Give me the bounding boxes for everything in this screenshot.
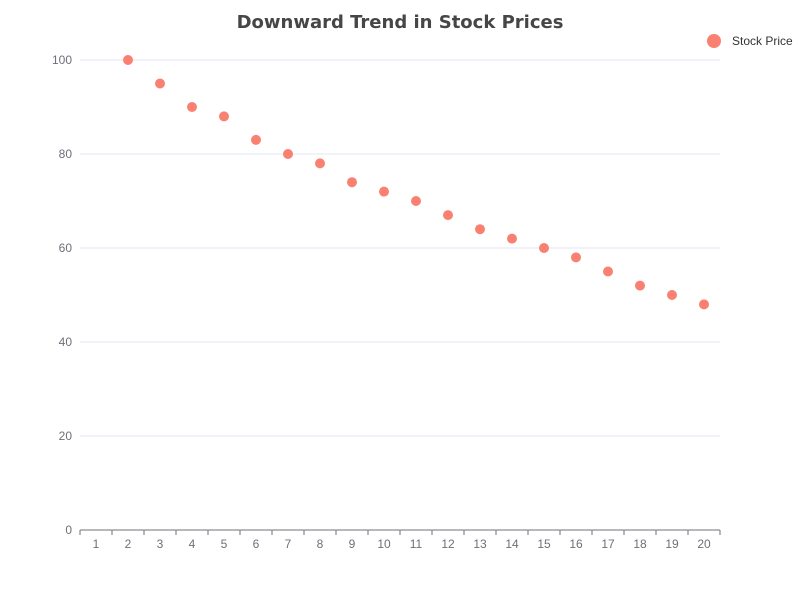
x-tick-label: 12 [441, 537, 455, 551]
data-point[interactable] [283, 149, 293, 159]
x-tick-label: 2 [125, 537, 132, 551]
data-point[interactable] [155, 78, 165, 89]
data-point[interactable] [123, 55, 133, 65]
chart-title: Downward Trend in Stock Prices [237, 12, 564, 33]
x-tick-label: 1 [93, 537, 100, 551]
x-tick-label: 13 [473, 537, 487, 551]
data-point[interactable] [539, 243, 549, 253]
legend-marker-icon [707, 34, 721, 48]
legend[interactable]: Stock Price [707, 34, 793, 48]
data-point[interactable] [379, 186, 389, 197]
data-points [123, 55, 709, 310]
x-tick-label: 8 [317, 537, 324, 551]
data-point[interactable] [635, 280, 645, 291]
x-tick-label: 17 [601, 537, 615, 551]
x-tick-label: 18 [633, 537, 647, 551]
x-tick-label: 15 [537, 537, 551, 551]
x-tick-label: 16 [569, 537, 583, 551]
data-point[interactable] [475, 224, 485, 235]
x-tick-label: 5 [221, 537, 228, 551]
gridlines [80, 59, 720, 437]
y-tick-label: 20 [59, 429, 73, 443]
data-point[interactable] [443, 210, 453, 221]
data-point[interactable] [219, 111, 229, 122]
x-tick-label: 4 [189, 537, 196, 551]
x-tick-label: 9 [349, 537, 356, 551]
x-tick-label: 7 [285, 537, 292, 551]
x-tick-label: 10 [377, 537, 391, 551]
legend-label-stock-price: Stock Price [732, 34, 793, 48]
data-point[interactable] [251, 134, 261, 145]
y-tick-label: 60 [59, 241, 73, 255]
data-point[interactable] [187, 102, 197, 112]
data-point[interactable] [507, 233, 517, 244]
data-point[interactable] [571, 252, 581, 263]
x-tick-label: 19 [665, 537, 679, 551]
x-tick-label: 20 [697, 537, 711, 551]
y-tick-label: 80 [59, 147, 73, 161]
data-point[interactable] [411, 196, 421, 206]
data-point[interactable] [667, 290, 677, 300]
data-point[interactable] [315, 158, 325, 169]
data-point[interactable] [699, 299, 709, 310]
data-point[interactable] [347, 177, 357, 188]
y-tick-label: 40 [59, 335, 73, 349]
x-tick-label: 6 [253, 537, 260, 551]
y-tick-label: 100 [52, 53, 72, 67]
x-tick-label: 11 [410, 537, 423, 551]
data-point[interactable] [603, 266, 613, 277]
x-tick-label: 3 [157, 537, 164, 551]
y-tick-label: 0 [65, 523, 72, 537]
x-tick-label: 14 [505, 537, 519, 551]
